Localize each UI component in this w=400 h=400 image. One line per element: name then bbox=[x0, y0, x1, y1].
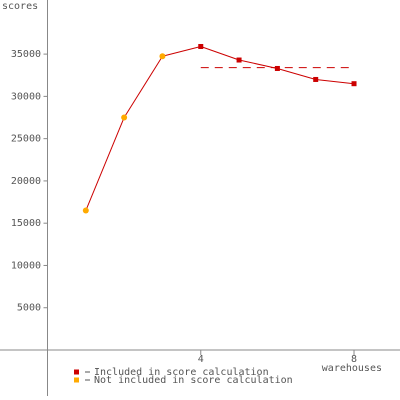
line-segment bbox=[85, 117, 125, 211]
y-tick-label: 30000 bbox=[11, 91, 41, 102]
line-segment bbox=[123, 55, 163, 118]
y-tick-label: 15000 bbox=[11, 218, 41, 229]
point bbox=[121, 114, 128, 121]
y-tick-label: 25000 bbox=[11, 134, 41, 145]
line-segment bbox=[162, 46, 201, 57]
point bbox=[198, 43, 204, 49]
y-tick-label: 20000 bbox=[11, 176, 41, 187]
x-tick-label: 8 bbox=[351, 354, 357, 365]
point bbox=[159, 53, 166, 60]
legend-swatch bbox=[74, 377, 79, 383]
line-segment bbox=[277, 67, 316, 80]
point bbox=[351, 81, 357, 87]
legend-swatch bbox=[74, 369, 79, 375]
y-tick-label: 5000 bbox=[17, 303, 41, 314]
point bbox=[82, 207, 89, 214]
y-tick-label: 35000 bbox=[11, 49, 41, 60]
point bbox=[236, 57, 242, 63]
point bbox=[274, 65, 280, 71]
x-tick-label: 4 bbox=[198, 354, 204, 365]
y-axis-label: scores bbox=[2, 1, 38, 12]
x-axis-label: warehouses bbox=[322, 363, 382, 374]
line-segment bbox=[200, 46, 240, 61]
line-segment bbox=[315, 78, 355, 85]
legend-label: Included in score calculation bbox=[94, 367, 269, 378]
legend-label: Not included in score calculation bbox=[94, 375, 293, 386]
line-segment bbox=[238, 59, 278, 69]
y-tick-label: 10000 bbox=[11, 260, 41, 271]
point bbox=[313, 76, 319, 82]
